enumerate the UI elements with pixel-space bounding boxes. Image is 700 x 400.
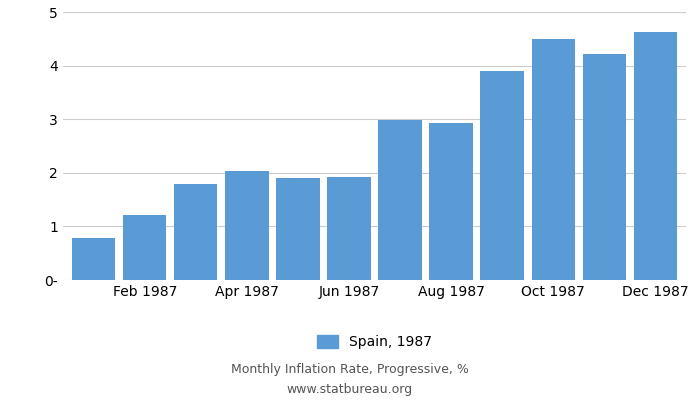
Legend: Spain, 1987: Spain, 1987: [312, 330, 438, 355]
Text: www.statbureau.org: www.statbureau.org: [287, 384, 413, 396]
Bar: [634, 32, 677, 280]
Bar: [72, 238, 116, 280]
Bar: [378, 120, 421, 280]
Bar: [582, 54, 626, 280]
Bar: [429, 123, 472, 280]
Bar: [480, 71, 524, 280]
Bar: [225, 171, 269, 280]
Bar: [328, 176, 371, 280]
Bar: [276, 178, 320, 280]
Bar: [123, 215, 167, 280]
Text: Monthly Inflation Rate, Progressive, %: Monthly Inflation Rate, Progressive, %: [231, 364, 469, 376]
Bar: [531, 39, 575, 280]
Bar: [174, 184, 218, 280]
